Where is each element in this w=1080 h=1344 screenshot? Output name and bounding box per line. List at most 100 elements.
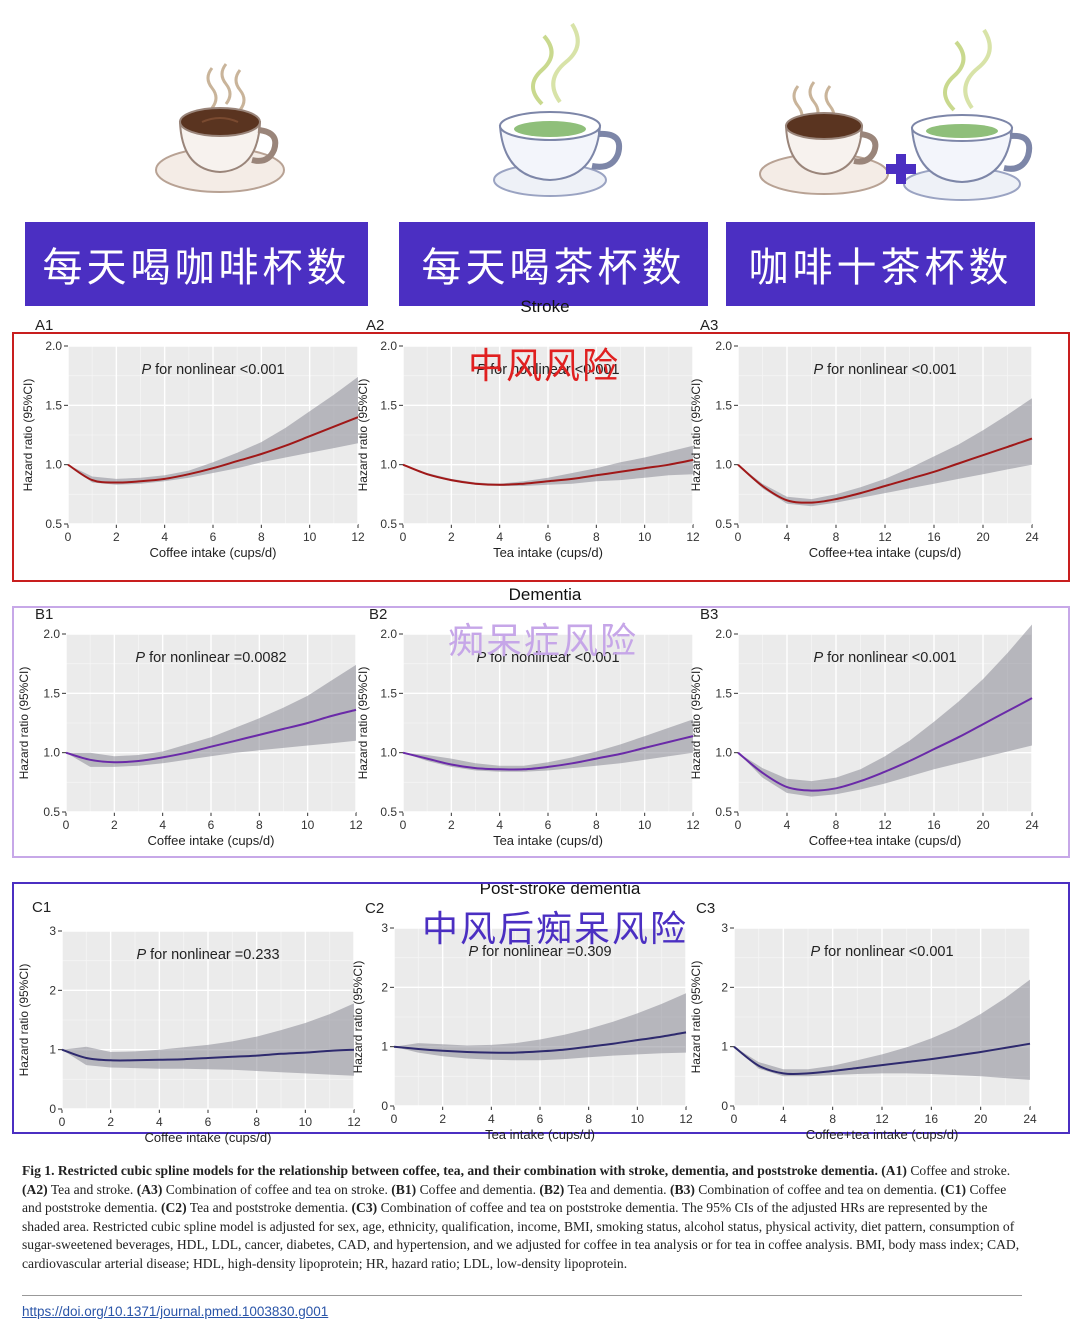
y-tick-label: 0.5 bbox=[380, 517, 397, 531]
x-axis-label-b3: Coffee+tea intake (cups/d) bbox=[809, 833, 962, 848]
hr-line-c3 bbox=[733, 1042, 1031, 1076]
chart-a3: 0 4 8 12 16 20 24 0.5 1.0 1.5 2.0 P for nonlinear <… bbox=[689, 339, 1039, 560]
ci-band-a2 bbox=[403, 445, 693, 486]
overlay-stroke-risk: 中风风险 bbox=[468, 346, 621, 387]
x-axis-label-a3: Coffee+tea intake (cups/d) bbox=[809, 545, 962, 560]
x-tick-label: 8 bbox=[833, 818, 840, 832]
hr-line-b1 bbox=[65, 708, 357, 764]
hr-line-a3 bbox=[737, 437, 1033, 504]
y-tick-label: 2.0 bbox=[715, 627, 732, 641]
y-axis-label-b3: Hazard ratio (95%CI) bbox=[689, 667, 703, 780]
x-tick-label: 4 bbox=[780, 1112, 787, 1126]
y-tick-label: 1.5 bbox=[43, 686, 60, 700]
caption-text-c3: Combination of coffee and tea on poststr… bbox=[380, 1200, 679, 1216]
x-tick-label: 4 bbox=[156, 1115, 163, 1129]
y-tick-label: 1.0 bbox=[715, 458, 732, 472]
y-axis-label-c3: Hazard ratio (95%CI) bbox=[689, 961, 703, 1074]
chart-a1: 0 2 4 6 8 10 12 0.5 1.0 1.5 2.0 P for nonlinear <0.… bbox=[21, 339, 365, 560]
y-tick-label: 3 bbox=[49, 924, 56, 938]
x-tick-label: 0 bbox=[400, 530, 407, 544]
chart-b1: 0 2 4 6 8 10 12 0.5 1.0 1.5 2.0 P for nonlinear =0.… bbox=[17, 627, 363, 848]
x-tick-label: 4 bbox=[496, 530, 503, 544]
x-tick-label: 0 bbox=[63, 818, 70, 832]
caption-text-a3: Combination of coffee and tea on stroke. bbox=[165, 1181, 388, 1197]
caption-divider bbox=[22, 1295, 1022, 1296]
x-tick-label: 12 bbox=[351, 530, 365, 544]
x-tick-label: 0 bbox=[65, 530, 72, 544]
x-tick-label: 8 bbox=[829, 1112, 836, 1126]
x-tick-label: 2 bbox=[111, 818, 118, 832]
overlay-poststroke-risk: 中风后痴呆风险 bbox=[422, 909, 689, 950]
chart-b3: 0 4 8 12 16 20 24 0.5 1.0 1.5 2.0 P for nonlinear <… bbox=[689, 624, 1039, 848]
panel-label-c2: C2 bbox=[365, 900, 385, 917]
x-tick-label: 10 bbox=[638, 530, 652, 544]
y-tick-label: 1 bbox=[381, 1040, 388, 1054]
x-tick-label: 12 bbox=[347, 1115, 361, 1129]
banner-tea: 每天喝茶杯数 bbox=[399, 222, 708, 306]
x-tick-label: 24 bbox=[1025, 818, 1039, 832]
panel-label-a1: A1 bbox=[35, 317, 54, 334]
hr-line-a1 bbox=[67, 416, 359, 484]
section-box-stroke bbox=[12, 332, 1070, 582]
x-tick-label: 4 bbox=[784, 818, 791, 832]
banner-coffee-label: 每天喝咖啡杯数 bbox=[42, 245, 351, 291]
panel-label-c1: C1 bbox=[32, 899, 52, 916]
x-tick-label: 12 bbox=[875, 1112, 889, 1126]
caption-text-b1: Coffee and dementia. bbox=[419, 1181, 536, 1197]
y-tick-label: 0.5 bbox=[43, 805, 60, 819]
y-axis-label-a3: Hazard ratio (95%CI) bbox=[689, 379, 703, 492]
caption-label-c2: (C2) bbox=[160, 1200, 187, 1216]
annotation-a3: P for nonlinear <0.001 bbox=[813, 362, 956, 378]
x-tick-label: 24 bbox=[1023, 1112, 1037, 1126]
hr-line-b2 bbox=[402, 735, 694, 771]
panel-label-b2: B2 bbox=[369, 606, 388, 623]
x-tick-label: 16 bbox=[927, 530, 941, 544]
x-tick-label: 6 bbox=[205, 1115, 212, 1129]
caption-label-c1: (C1) bbox=[940, 1181, 967, 1197]
caption-body: The 95% CIs of the adjusted HRs are repr… bbox=[22, 1200, 1020, 1271]
x-tick-label: 0 bbox=[400, 818, 407, 832]
x-axis-label-b2: Tea intake (cups/d) bbox=[493, 833, 603, 848]
x-tick-label: 12 bbox=[679, 1112, 693, 1126]
x-tick-label: 10 bbox=[303, 530, 317, 544]
ci-band-b3 bbox=[738, 624, 1032, 797]
y-tick-label: 0.5 bbox=[45, 517, 62, 531]
x-axis-label-a1: Coffee intake (cups/d) bbox=[150, 545, 277, 560]
x-tick-label: 12 bbox=[686, 818, 700, 832]
y-tick-label: 0 bbox=[721, 1099, 728, 1113]
x-tick-label: 4 bbox=[488, 1112, 495, 1126]
x-axis-label-a2: Tea intake (cups/d) bbox=[493, 545, 603, 560]
y-tick-label: 2 bbox=[49, 983, 56, 997]
hr-line-c1 bbox=[61, 1048, 355, 1062]
x-tick-label: 0 bbox=[731, 1112, 738, 1126]
y-axis-label-a1: Hazard ratio (95%CI) bbox=[21, 379, 35, 492]
x-tick-label: 16 bbox=[925, 1112, 939, 1126]
doi-link[interactable]: https://doi.org/10.1371/journal.pmed.100… bbox=[22, 1304, 329, 1319]
y-tick-label: 0.5 bbox=[380, 805, 397, 819]
x-tick-label: 2 bbox=[439, 1112, 446, 1126]
annotation-c3: P for nonlinear <0.001 bbox=[810, 944, 953, 960]
x-tick-label: 8 bbox=[593, 530, 600, 544]
y-tick-label: 1.5 bbox=[380, 686, 397, 700]
banner-coffee-tea: 咖啡十茶杯数 bbox=[726, 222, 1035, 306]
y-axis-label-b2: Hazard ratio (95%CI) bbox=[356, 667, 370, 780]
y-tick-label: 2.0 bbox=[45, 339, 62, 353]
y-tick-label: 1.0 bbox=[43, 746, 60, 760]
hr-line-c2 bbox=[393, 1031, 687, 1054]
y-tick-label: 1.5 bbox=[715, 686, 732, 700]
x-tick-label: 6 bbox=[208, 818, 215, 832]
x-tick-label: 4 bbox=[159, 818, 166, 832]
x-tick-label: 8 bbox=[585, 1112, 592, 1126]
chart-b2: 0 2 4 6 8 10 12 0.5 1.0 1.5 2.0 P for nonlinear <0.… bbox=[356, 627, 700, 848]
x-tick-label: 4 bbox=[161, 530, 168, 544]
y-tick-label: 1 bbox=[49, 1043, 56, 1057]
panel-label-b3: B3 bbox=[700, 606, 719, 623]
x-tick-label: 8 bbox=[256, 818, 263, 832]
caption-text-a1: Coffee and stroke. bbox=[910, 1163, 1011, 1178]
x-tick-label: 6 bbox=[545, 818, 552, 832]
caption-label-b2: (B2) bbox=[539, 1181, 565, 1197]
annotation-a2: P for nonlinear <0.001 bbox=[476, 362, 619, 378]
y-tick-label: 1 bbox=[721, 1040, 728, 1054]
x-tick-label: 12 bbox=[878, 818, 892, 832]
